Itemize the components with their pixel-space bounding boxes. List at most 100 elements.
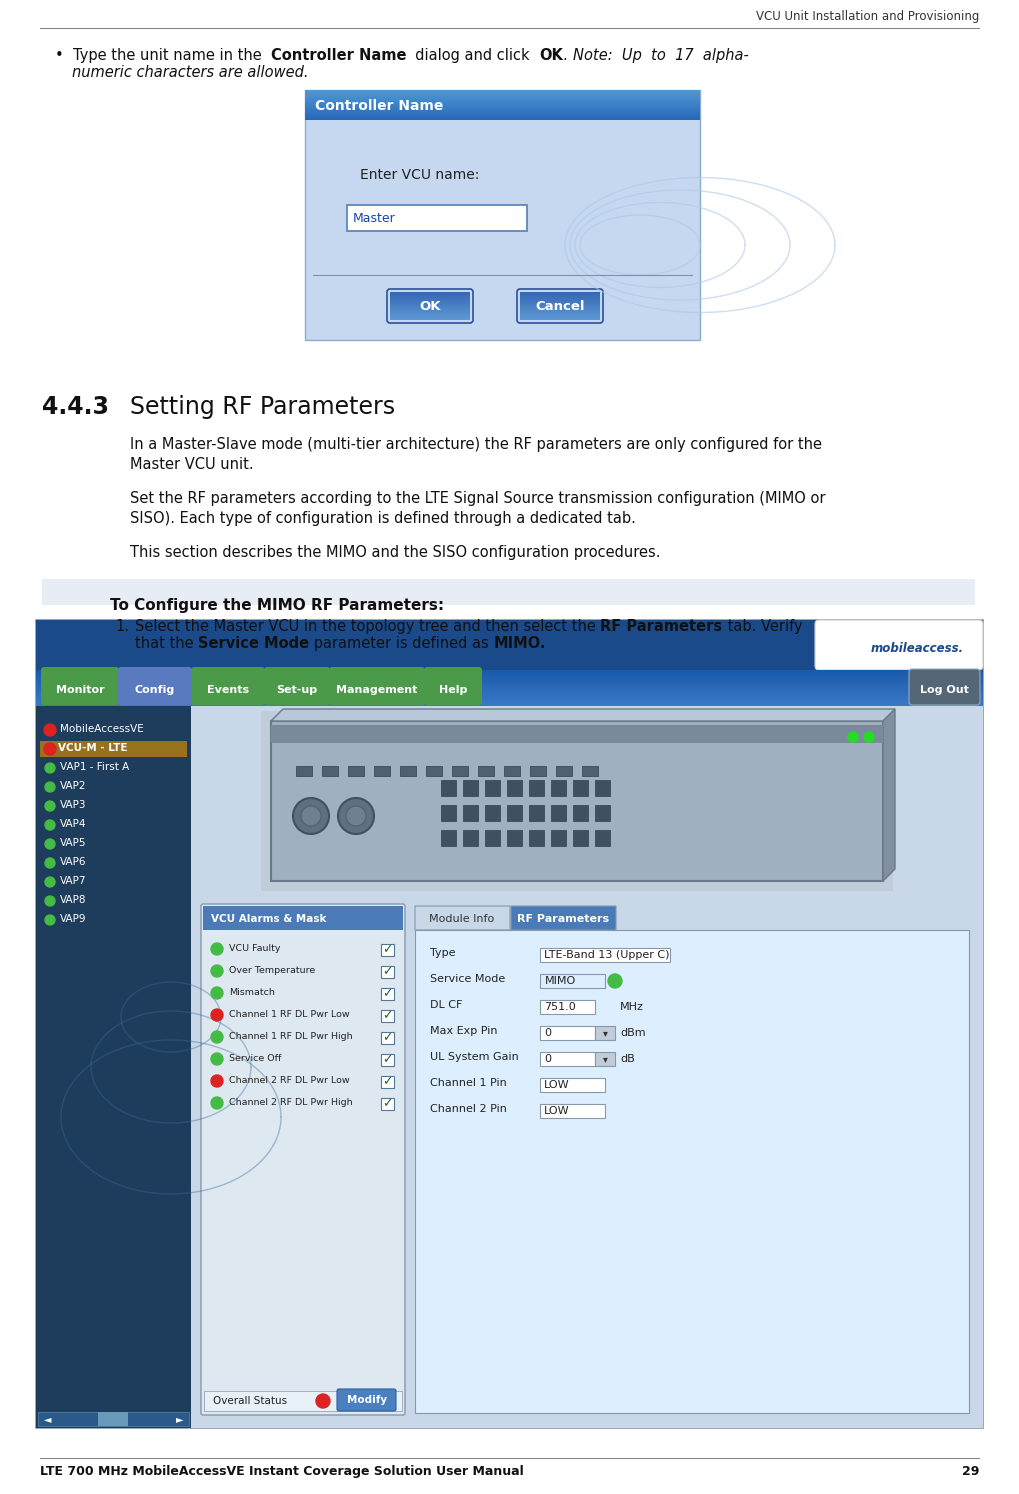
Text: Channel 2 RF DL Pwr High: Channel 2 RF DL Pwr High xyxy=(229,1098,353,1107)
Circle shape xyxy=(864,732,874,743)
Text: ▼: ▼ xyxy=(611,977,619,986)
Bar xyxy=(36,707,191,1428)
Bar xyxy=(381,1053,394,1067)
Text: DL CF: DL CF xyxy=(430,999,463,1010)
Text: .: . xyxy=(564,48,573,63)
Text: Events: Events xyxy=(207,686,249,695)
Circle shape xyxy=(316,1394,330,1407)
Text: 0: 0 xyxy=(544,1053,551,1064)
Bar xyxy=(529,780,544,796)
Text: LOW: LOW xyxy=(544,1080,570,1091)
Circle shape xyxy=(211,1076,223,1088)
Text: VCU Alarms & Mask: VCU Alarms & Mask xyxy=(211,914,326,923)
Bar xyxy=(573,805,588,822)
Text: Service Mode: Service Mode xyxy=(430,974,505,985)
Circle shape xyxy=(45,801,55,811)
Circle shape xyxy=(848,732,858,743)
Text: ✓: ✓ xyxy=(382,1031,392,1044)
Text: Help: Help xyxy=(439,686,467,695)
Text: Controller Name: Controller Name xyxy=(271,48,407,63)
Bar xyxy=(485,780,500,796)
Text: Modify: Modify xyxy=(346,1395,387,1404)
Bar xyxy=(261,711,893,890)
FancyBboxPatch shape xyxy=(264,666,330,705)
Bar xyxy=(540,1104,605,1118)
Text: In a Master-Slave mode (multi-tier architecture) the RF parameters are only conf: In a Master-Slave mode (multi-tier archi… xyxy=(130,438,822,472)
Bar xyxy=(374,766,390,775)
Bar xyxy=(485,805,500,822)
Circle shape xyxy=(45,896,55,905)
Bar xyxy=(381,988,394,999)
Text: VAP1 - First A: VAP1 - First A xyxy=(60,762,129,772)
Text: VAP2: VAP2 xyxy=(60,781,87,790)
Text: VAP3: VAP3 xyxy=(60,799,87,810)
Bar xyxy=(441,805,455,822)
Text: RF Parameters: RF Parameters xyxy=(600,619,722,633)
Text: 29: 29 xyxy=(962,1466,979,1478)
Bar xyxy=(595,831,610,846)
Bar xyxy=(441,831,455,846)
Text: Controller Name: Controller Name xyxy=(315,99,443,114)
Bar xyxy=(529,805,544,822)
Text: Channel 2 Pin: Channel 2 Pin xyxy=(430,1104,506,1115)
Text: parameter is defined as: parameter is defined as xyxy=(310,636,494,651)
Text: Setting RF Parameters: Setting RF Parameters xyxy=(130,394,395,418)
Text: MobileAccessVE: MobileAccessVE xyxy=(60,725,144,734)
Bar xyxy=(540,949,671,962)
Bar xyxy=(426,766,442,775)
Text: 0: 0 xyxy=(544,1028,551,1038)
Circle shape xyxy=(44,743,56,754)
Bar xyxy=(507,780,522,796)
Text: Channel 1 Pin: Channel 1 Pin xyxy=(430,1079,506,1088)
Circle shape xyxy=(211,943,223,955)
Text: VCU Unit Installation and Provisioning: VCU Unit Installation and Provisioning xyxy=(756,10,979,22)
Text: ▾: ▾ xyxy=(602,1053,607,1064)
Text: •  Type the unit name in the: • Type the unit name in the xyxy=(55,48,271,63)
Bar xyxy=(381,1076,394,1088)
Bar xyxy=(463,780,478,796)
Circle shape xyxy=(346,805,366,826)
FancyBboxPatch shape xyxy=(511,905,616,929)
Text: numeric characters are allowed.: numeric characters are allowed. xyxy=(72,66,309,81)
Text: 4.4.3: 4.4.3 xyxy=(42,394,109,418)
FancyBboxPatch shape xyxy=(271,722,883,881)
Text: VAP9: VAP9 xyxy=(60,914,87,923)
Text: Type: Type xyxy=(430,949,455,958)
Text: Channel 1 RF DL Pwr High: Channel 1 RF DL Pwr High xyxy=(229,1032,353,1041)
Text: Channel 1 RF DL Pwr Low: Channel 1 RF DL Pwr Low xyxy=(229,1010,350,1019)
FancyBboxPatch shape xyxy=(595,1052,615,1067)
Bar xyxy=(573,780,588,796)
Circle shape xyxy=(293,798,329,834)
Bar xyxy=(595,805,610,822)
Bar xyxy=(296,766,312,775)
Bar xyxy=(191,707,983,1428)
Text: ✓: ✓ xyxy=(382,1098,392,1110)
Bar xyxy=(347,205,527,232)
Text: VAP4: VAP4 xyxy=(60,819,87,829)
Text: ✓: ✓ xyxy=(382,1076,392,1089)
FancyBboxPatch shape xyxy=(41,666,119,705)
Bar xyxy=(595,780,610,796)
Text: LTE 700 MHz MobileAccessVE Instant Coverage Solution User Manual: LTE 700 MHz MobileAccessVE Instant Cover… xyxy=(40,1466,524,1478)
Text: Log Out: Log Out xyxy=(919,686,968,695)
Text: 751.0: 751.0 xyxy=(544,1002,576,1011)
Bar xyxy=(305,90,700,341)
Text: ✓: ✓ xyxy=(382,988,392,1001)
FancyBboxPatch shape xyxy=(909,669,980,705)
Bar xyxy=(98,1412,128,1425)
Text: ▾: ▾ xyxy=(602,1028,607,1038)
Text: VAP7: VAP7 xyxy=(60,875,87,886)
Bar xyxy=(551,831,566,846)
Text: MHz: MHz xyxy=(620,1002,644,1011)
Text: To Configure the MIMO RF Parameters:: To Configure the MIMO RF Parameters: xyxy=(110,598,444,613)
Text: LTE-Band 13 (Upper C): LTE-Band 13 (Upper C) xyxy=(544,950,669,961)
Text: ✓: ✓ xyxy=(382,1010,392,1022)
Text: Set-up: Set-up xyxy=(276,686,318,695)
Bar xyxy=(530,766,546,775)
Text: Service Off: Service Off xyxy=(229,1053,281,1064)
Bar xyxy=(36,620,983,669)
Bar xyxy=(551,780,566,796)
FancyBboxPatch shape xyxy=(337,1389,396,1410)
Circle shape xyxy=(45,877,55,887)
Text: Cancel: Cancel xyxy=(535,300,585,314)
